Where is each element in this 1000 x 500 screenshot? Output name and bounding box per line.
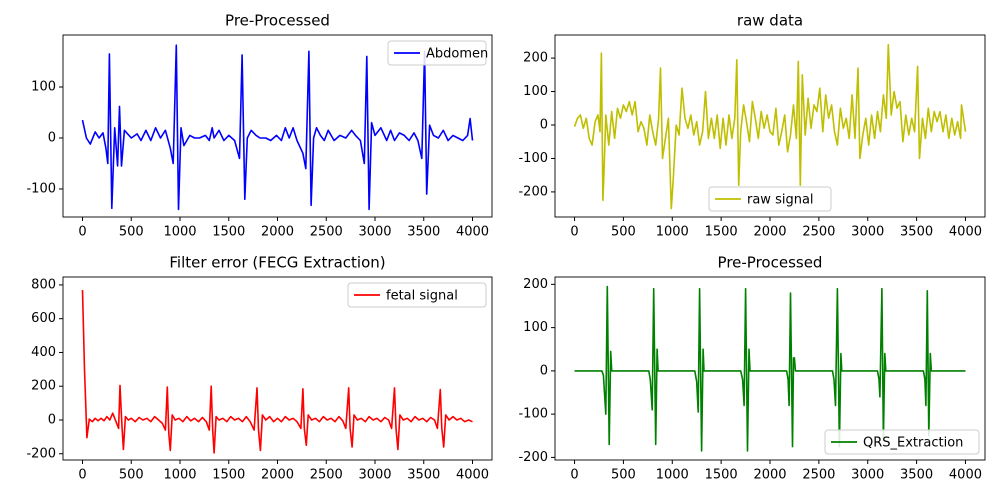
subplot-title: Pre-Processed [225,12,330,30]
y-tick-label: -100 [518,407,548,422]
legend-label: raw signal [747,193,814,208]
legend-box [824,429,980,455]
y-tick-label: 0 [48,130,56,145]
x-tick-label: 4000 [949,225,982,240]
x-tick-label: 2500 [310,225,343,240]
x-tick-label: 500 [611,468,636,483]
legend-box [387,40,487,66]
y-tick-label: 200 [523,277,548,292]
x-tick-label: 3500 [900,468,933,483]
x-tick-label: 2000 [753,468,786,483]
x-tick-label: 2500 [802,225,835,240]
x-tick-label: 1500 [705,225,738,240]
legend-box [347,282,487,308]
x-tick-label: 500 [119,468,144,483]
subplot-title: Pre-Processed [718,254,823,272]
signal-line [574,285,966,452]
x-tick-label: 500 [119,225,144,240]
y-tick-label: 0 [540,363,548,378]
signal-line [81,289,473,454]
x-tick-label: 1000 [656,225,689,240]
signal-line [81,44,474,211]
x-tick-label: 2000 [261,468,294,483]
x-tick-label: 0 [570,225,578,240]
y-tick-label: 100 [31,80,56,95]
x-tick-label: 1500 [212,225,245,240]
axes-frame [62,276,493,461]
x-tick-label: 3000 [358,225,391,240]
y-tick-label: 0 [540,117,548,132]
y-tick-label: -100 [518,151,548,166]
x-tick-label: 1500 [212,468,245,483]
y-tick-label: 400 [31,345,56,360]
x-tick-label: 0 [570,468,578,483]
x-tick-label: 2000 [753,225,786,240]
y-tick-label: 200 [523,51,548,66]
x-tick-label: 1000 [656,468,689,483]
x-tick-label: 2500 [802,468,835,483]
x-tick-label: 1500 [705,468,738,483]
x-tick-label: 1000 [163,225,196,240]
subplot: Filter error (FECG Extraction) 0 500 1000 15… [26,254,493,483]
x-tick-label: 3000 [851,468,884,483]
axes-frame [554,276,986,461]
x-tick-label: 4000 [456,225,489,240]
x-tick-label: 4000 [456,468,489,483]
x-tick-label: 4000 [949,468,982,483]
x-tick-label: 3000 [358,468,391,483]
y-tick-label: 0 [48,412,56,427]
legend-label: QRS_Extraction [863,436,963,451]
x-tick-label: 3500 [407,225,440,240]
x-tick-label: 2500 [310,468,343,483]
axes-frame [554,34,986,218]
x-tick-label: 3000 [851,225,884,240]
x-tick-label: 2000 [261,225,294,240]
x-tick-label: 500 [611,225,636,240]
y-tick-label: -200 [26,446,56,461]
y-tick-label: -100 [26,181,56,196]
signal-line [573,43,967,210]
x-tick-label: 0 [78,225,86,240]
y-tick-label: -200 [518,450,548,465]
x-tick-label: 3500 [900,225,933,240]
axes-frame [62,34,493,218]
y-tick-label: 100 [523,84,548,99]
x-tick-label: 1000 [163,468,196,483]
y-tick-label: -200 [518,184,548,199]
y-tick-label: 200 [31,379,56,394]
y-tick-label: 100 [523,320,548,335]
y-tick-label: 800 [31,277,56,292]
x-tick-label: 3500 [407,468,440,483]
x-tick-label: 0 [78,468,86,483]
subplot-title: Filter error (FECG Extraction) [169,254,385,272]
legend-label: Abdomen [426,47,488,62]
legend-box [708,186,832,212]
legend-label: fetal signal [386,289,458,304]
y-tick-label: 600 [31,311,56,326]
subplot-title: raw data [737,12,803,30]
